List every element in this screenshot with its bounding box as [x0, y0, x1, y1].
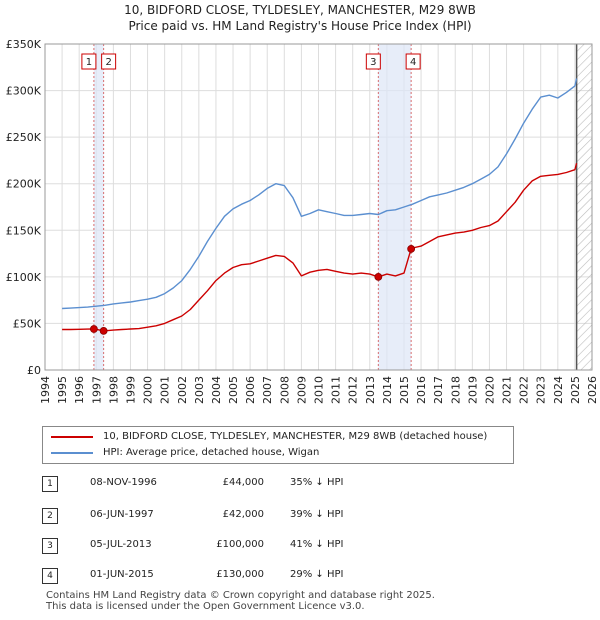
sale-label-box: [81, 53, 97, 70]
sale-number-badge: 3: [42, 538, 58, 554]
sale-label-number: 2: [105, 57, 111, 68]
property-series-line: [62, 163, 578, 332]
x-tick-label: 2021: [501, 376, 514, 404]
future-hatch: [576, 44, 592, 370]
footer-copyright: Contains HM Land Registry data © Crown c…: [46, 590, 435, 601]
chart-title-line1: 10, BIDFORD CLOSE, TYLDESLEY, MANCHESTER…: [124, 3, 476, 17]
x-tick-label: 2019: [466, 376, 479, 404]
x-tick-label: 2024: [552, 376, 565, 404]
sale-number-badge: 2: [42, 508, 58, 524]
footer-licence: This data is licensed under the Open Gov…: [46, 601, 365, 612]
y-tick-label: £300K: [6, 85, 42, 98]
legend-label-property: 10, BIDFORD CLOSE, TYLDESLEY, MANCHESTER…: [103, 431, 488, 442]
sale-date: 05-JUL-2013: [90, 539, 152, 550]
sale-price: £130,000: [216, 569, 264, 580]
sale-label-box: [101, 53, 117, 70]
sale-date: 08-NOV-1996: [90, 477, 157, 488]
y-tick-label: £150K: [6, 224, 42, 237]
legend-label-hpi: HPI: Average price, detached house, Wiga…: [103, 447, 320, 458]
x-tick-label: 2018: [449, 376, 462, 404]
x-tick-label: 2026: [586, 376, 599, 404]
sale-number-badge: 1: [42, 476, 58, 492]
sale-hpi-diff: 35% ↓ HPI: [290, 477, 344, 488]
x-tick-label: 2006: [244, 376, 257, 404]
sale-marker-layer: 1 2 3 4: [81, 53, 421, 335]
sale-point: [99, 326, 108, 335]
sale-period-shade: [93, 44, 104, 370]
x-tick-label: 2005: [227, 376, 240, 404]
legend-swatch-blue: [51, 452, 93, 454]
axis-layer: £0 £50K £100K £150K £200K £250K £300K £350K 1994…: [6, 38, 599, 404]
sale-shading-layer: [93, 44, 592, 370]
sale-hpi-diff: 39% ↓ HPI: [290, 509, 344, 520]
price-chart: £0 £50K £100K £150K £200K £250K £300K £350K 1994…: [6, 38, 599, 404]
y-tick-label: £350K: [6, 38, 42, 51]
x-tick-label: 2002: [176, 376, 189, 404]
x-tick-label: 2001: [159, 376, 172, 404]
plot-frame: [44, 43, 593, 371]
y-tick-label: £0: [27, 364, 41, 377]
sale-date: 06-JUN-1997: [90, 509, 154, 520]
hpi-series-line: [62, 78, 578, 310]
sale-point: [89, 325, 98, 333]
x-tick-label: 2014: [381, 376, 394, 404]
series-layer: [62, 78, 578, 332]
y-tick-label: £200K: [6, 178, 42, 191]
x-tick-label: 1997: [90, 376, 103, 404]
sale-price: £44,000: [222, 477, 264, 488]
x-tick-label: 1995: [56, 376, 69, 404]
x-tick-label: 1998: [107, 376, 120, 404]
x-tick-label: 2004: [210, 376, 223, 404]
x-tick-label: 2010: [313, 376, 326, 404]
sale-point: [407, 245, 416, 253]
footer-attribution: Contains HM Land Registry data © Crown c…: [46, 590, 435, 612]
grid-layer: [44, 43, 593, 371]
y-tick-label: £50K: [13, 317, 42, 330]
x-tick-label: 2011: [330, 376, 343, 404]
y-tick-label: £100K: [6, 271, 42, 284]
x-tick-label: 2017: [432, 376, 445, 404]
x-tick-label: 2009: [295, 376, 308, 404]
sale-hpi-diff: 29% ↓ HPI: [290, 569, 344, 580]
y-tick-label: £250K: [6, 131, 42, 144]
x-tick-label: 2025: [569, 376, 582, 404]
x-tick-label: 2020: [483, 376, 496, 404]
x-tick-label: 2016: [415, 376, 428, 404]
x-tick-label: 2000: [142, 376, 155, 404]
sale-label-box: [405, 53, 421, 70]
sale-label-number: 1: [86, 57, 92, 68]
sale-date: 01-JUN-2015: [90, 569, 154, 580]
x-tick-label: 1996: [73, 376, 86, 404]
sale-hpi-diff: 41% ↓ HPI: [290, 539, 344, 550]
legend-swatch-red: [51, 436, 93, 438]
x-tick-label: 2023: [535, 376, 548, 404]
sale-label-number: 3: [370, 57, 376, 68]
chart-title-line2: Price paid vs. HM Land Registry's House …: [128, 19, 472, 33]
sale-label-number: 4: [410, 57, 416, 68]
sale-price: £42,000: [222, 509, 264, 520]
x-tick-label: 2003: [193, 376, 206, 404]
x-tick-label: 2022: [518, 376, 531, 404]
x-tick-label: 1994: [39, 376, 52, 404]
x-tick-label: 2007: [261, 376, 274, 404]
x-tick-label: 1999: [124, 376, 137, 404]
x-tick-label: 2012: [347, 376, 360, 404]
chart-legend: 10, BIDFORD CLOSE, TYLDESLEY, MANCHESTER…: [42, 426, 514, 464]
sale-point: [374, 272, 383, 281]
x-tick-label: 2015: [398, 376, 411, 404]
x-tick-label: 2008: [278, 376, 291, 404]
sale-label-box: [365, 53, 381, 70]
x-tick-label: 2013: [364, 376, 377, 404]
sale-number-badge: 4: [42, 568, 58, 584]
sale-price: £100,000: [216, 539, 264, 550]
